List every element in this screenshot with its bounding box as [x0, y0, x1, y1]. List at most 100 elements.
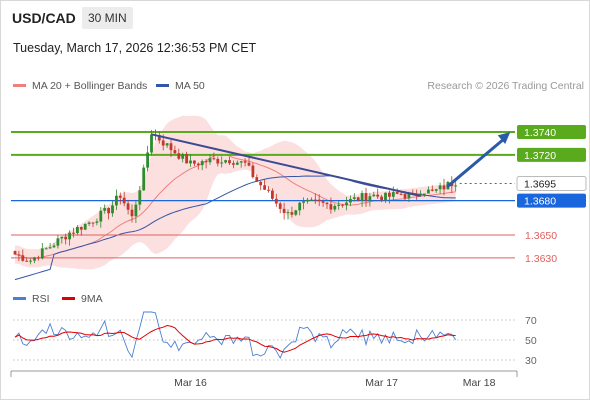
candle-body	[196, 163, 200, 166]
level-label-1.3680: 1.3680	[524, 196, 556, 208]
candle-body	[376, 194, 380, 197]
rsi-level-label-50: 50	[525, 335, 537, 347]
candle-body	[40, 248, 44, 259]
candle-body	[60, 236, 64, 239]
timestamp: Tuesday, March 17, 2026 12:36:53 PM CET	[13, 41, 257, 55]
ma20-label: MA 20 + Bollinger Bands	[32, 80, 148, 92]
candle-body	[251, 165, 255, 178]
legend-ma50: MA 50	[156, 80, 205, 92]
candle-body	[333, 205, 337, 210]
level-tag-1.3680	[517, 193, 586, 208]
candle-body	[76, 226, 79, 234]
candle-body	[95, 221, 99, 223]
candle-body	[216, 158, 220, 164]
candle-body	[189, 160, 192, 164]
level-label-1.3720: 1.3720	[524, 150, 556, 162]
candle-body	[247, 162, 251, 166]
candle-body	[91, 222, 95, 224]
level-tag-1.3695	[516, 175, 587, 191]
candle-body	[290, 212, 294, 215]
candle-body	[306, 199, 309, 202]
candle-body	[384, 192, 387, 201]
candle-body	[360, 193, 364, 201]
candle-body	[345, 202, 348, 206]
level-tag-1.3740	[517, 125, 586, 140]
bearish-trendline	[151, 133, 421, 198]
candle-body	[157, 135, 161, 141]
candle-body	[454, 185, 458, 187]
candle-body	[356, 197, 360, 201]
legend-ma20: MA 20 + Bollinger Bands	[13, 80, 147, 92]
candle-body	[434, 189, 438, 191]
candle-body	[329, 204, 333, 210]
candle-body	[185, 154, 188, 164]
rsi-panel: 70 50 30	[13, 311, 537, 367]
bollinger-band-area	[15, 115, 456, 270]
candle-body	[142, 167, 146, 191]
candle-body	[208, 158, 212, 163]
candle-body	[298, 202, 302, 211]
candle-body	[72, 232, 75, 234]
candle-body	[282, 208, 286, 213]
candle-body	[263, 185, 266, 190]
candle-body	[271, 190, 274, 199]
candle-body	[235, 162, 239, 165]
candle-body	[200, 161, 204, 166]
x-axis: Mar 16 Mar 17 Mar 18	[10, 370, 518, 389]
rsi-line	[14, 311, 457, 359]
x-tick-label: Mar 16	[174, 377, 207, 389]
candle-body	[294, 210, 298, 215]
candle-body	[368, 196, 372, 201]
candle-body	[430, 189, 434, 191]
candle-body	[313, 199, 317, 201]
candle-body	[212, 158, 216, 160]
candle-body	[220, 162, 224, 164]
candle-body	[419, 193, 422, 196]
chart-header: USD/CAD 30 MIN	[0, 6, 590, 32]
candle-body	[395, 192, 399, 194]
candle-body	[169, 143, 173, 151]
level-label-1.3650: 1.3650	[525, 230, 557, 242]
candle-body	[177, 153, 181, 159]
candle-body	[48, 247, 52, 249]
candle-body	[391, 192, 395, 197]
candle-body	[13, 251, 17, 255]
ma20-swatch	[13, 83, 26, 87]
ma50-swatch	[156, 83, 169, 87]
candle-body	[317, 199, 321, 202]
candle-body	[442, 185, 446, 190]
candle-body	[427, 189, 430, 194]
candle-body	[243, 161, 247, 163]
candle-body	[274, 198, 278, 204]
candle-body	[79, 226, 83, 230]
candle-body	[138, 190, 142, 205]
price-tags: 1.3740 1.3720 1.3695 1.3680 1.3650 1.3630	[516, 125, 587, 265]
overlay	[151, 132, 511, 198]
candle-body	[111, 205, 114, 214]
candle-body	[403, 194, 407, 199]
candle-body	[56, 238, 60, 246]
candle-body	[286, 212, 290, 214]
candle-body	[228, 160, 231, 164]
candle-body	[407, 193, 411, 199]
legend-rsi-ma: 9MA	[62, 293, 103, 305]
timeframe-badge[interactable]: 30 MIN	[82, 7, 133, 29]
level-label-1.3695: 1.3695	[524, 178, 556, 190]
candle-body	[380, 196, 383, 201]
candle-body	[146, 152, 149, 168]
forecast-arrow-head	[497, 132, 511, 144]
level-tag-1.3720	[517, 147, 586, 162]
candle-body	[161, 140, 165, 146]
candle-body	[302, 201, 305, 203]
rsi-swatch	[13, 296, 26, 300]
candle-body	[83, 223, 87, 230]
candle-body	[388, 192, 391, 197]
candle-body	[181, 154, 185, 159]
candle-body	[115, 195, 118, 206]
candle-body	[224, 160, 227, 163]
candle-body	[364, 193, 368, 201]
candle-body	[165, 143, 169, 146]
candle-body	[29, 260, 32, 262]
candle-body	[173, 150, 177, 154]
